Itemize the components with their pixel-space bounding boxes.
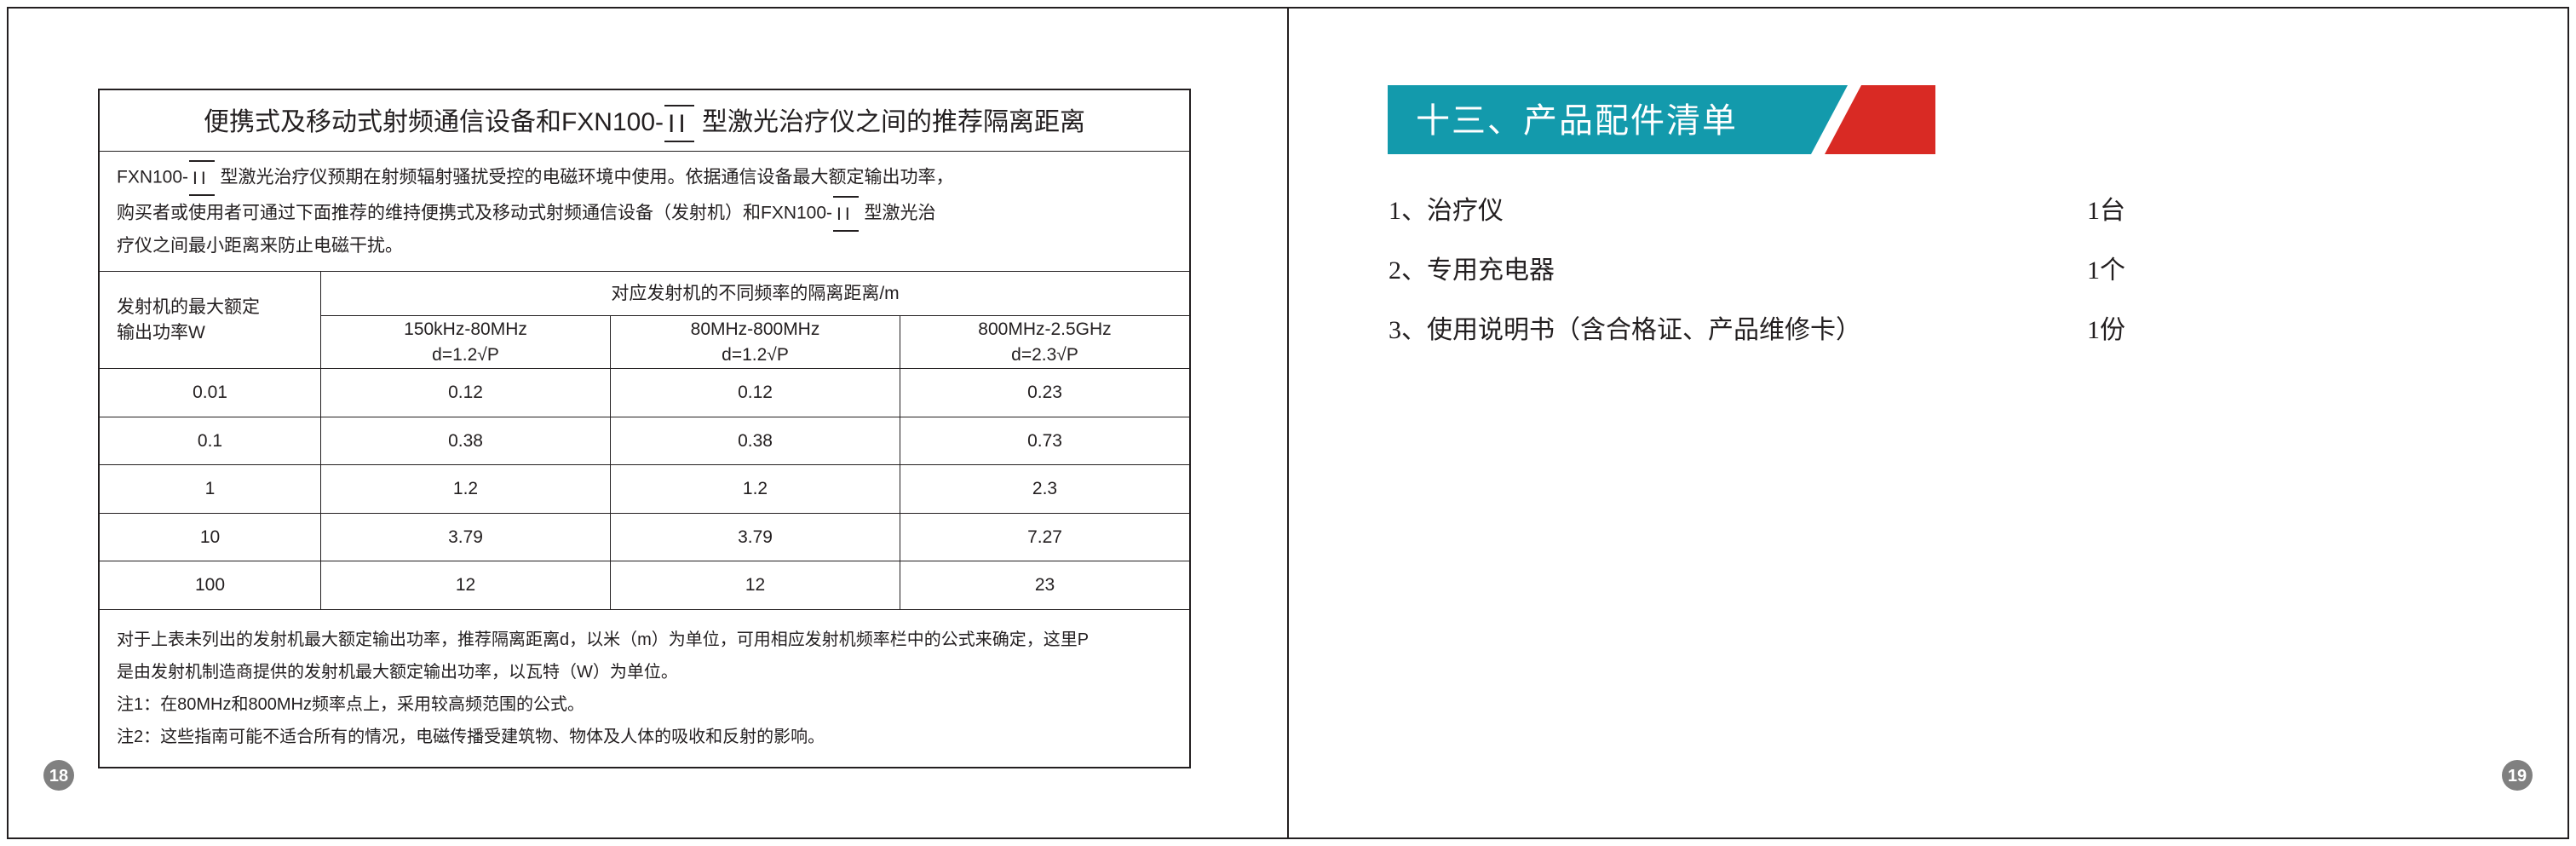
svg-text:十三、产品配件清单: 十三、产品配件清单 (1416, 102, 1738, 140)
svg-text:19: 19 (2508, 767, 2527, 786)
svg-text:18: 18 (49, 767, 68, 786)
